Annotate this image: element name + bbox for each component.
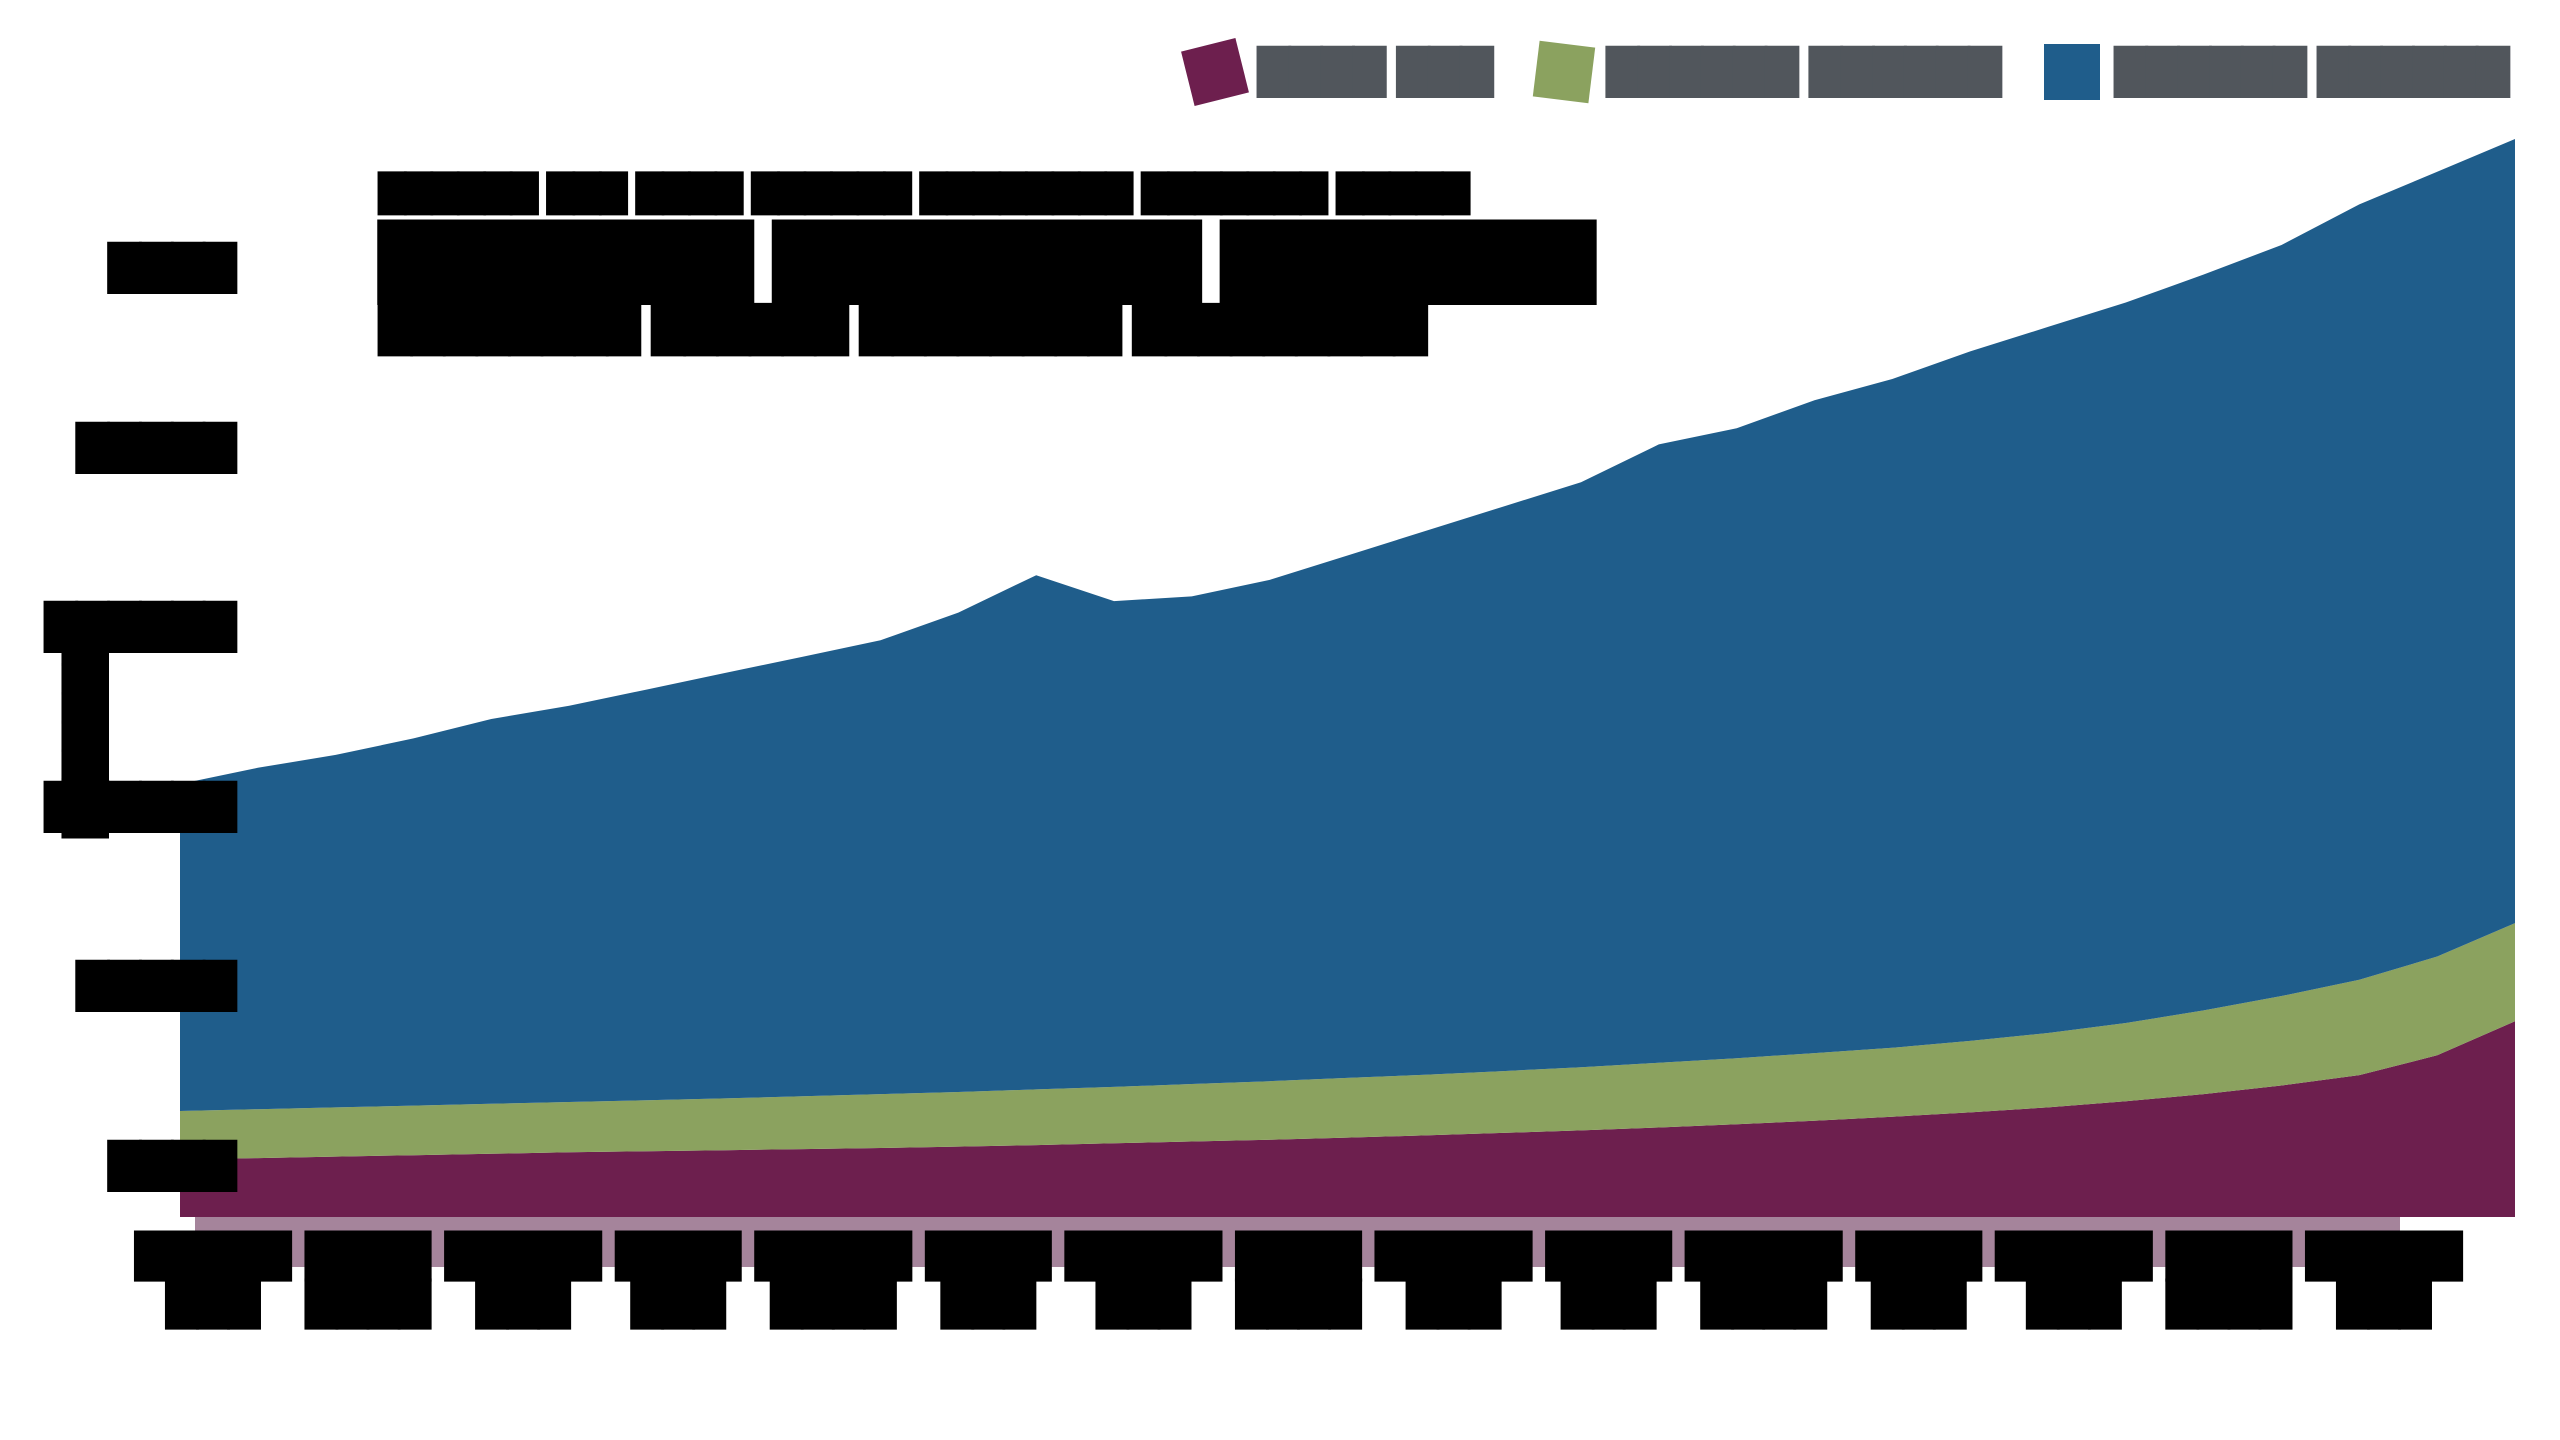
x-tick-line1: █████ [754, 1232, 912, 1282]
series-3-legend-label: ██████ ██████ [2113, 46, 2510, 98]
x-tick-line1: █████ [444, 1232, 601, 1282]
x-tick-label: ████ ███ [587, 1233, 767, 1329]
x-tick-label: ████ ███ [1518, 1233, 1698, 1329]
x-tick-line2: ███ [165, 1280, 260, 1331]
series-1-legend-label: ████ ███ [1257, 46, 1494, 98]
legend-item-series-1: ████ ███ [1181, 38, 1494, 106]
y-tick-label: █████ [75, 961, 237, 1012]
chart-subtitle: ████████ ██████ ████████ █████████ [378, 302, 1428, 356]
axis-footer-band [195, 1217, 2400, 1267]
x-tick-line2: ████ [770, 1280, 896, 1331]
y-tick-label: ████ [107, 1141, 237, 1192]
x-tick-line1: █████ [1374, 1232, 1532, 1282]
x-tick-line1: █████ [1685, 1232, 1842, 1282]
x-tick-line1: ████ [925, 1232, 1051, 1282]
x-tick-label: ████████ [1208, 1233, 1388, 1329]
area-series-2 [180, 923, 2515, 1160]
series-2-legend-label: ██████ ██████ [1605, 46, 2002, 98]
x-tick-label: ████████ [2293, 1233, 2473, 1329]
y-axis-title: ████████ [63, 607, 109, 839]
series-2-swatch-icon [1532, 40, 1596, 104]
x-tick-label: ████████ [1052, 1233, 1232, 1329]
x-tick-line1: █████ [2305, 1232, 2462, 1282]
x-tick-line2: ███ [940, 1280, 1036, 1331]
x-tick-label: ████ ███ [897, 1233, 1077, 1329]
y-tick-label: ██████ [43, 782, 237, 833]
legend: ████ ███ ██████ ██████ ██████ ██████ [1181, 38, 2510, 106]
legend-item-series-2: ██████ ██████ [1532, 40, 2002, 104]
series-1-swatch-icon [1181, 38, 1249, 106]
x-tick-line2: ███ [1095, 1280, 1191, 1331]
x-tick-line2: ███ [2026, 1280, 2121, 1331]
x-tick-line1: ████ [304, 1232, 431, 1282]
x-tick-label: ████████ [277, 1233, 457, 1329]
x-tick-line2: ███ [1405, 1280, 1501, 1331]
x-tick-line1: ████ [1545, 1232, 1672, 1282]
x-tick-line1: ████ [615, 1232, 741, 1282]
x-tick-line2: ███ [1561, 1280, 1656, 1331]
x-tick-label: ████████ [2138, 1233, 2318, 1329]
x-tick-label: ████████ [122, 1233, 302, 1329]
x-tick-line2: ███ [1871, 1280, 1966, 1331]
x-tick-line2: ███ [630, 1280, 726, 1331]
series-3-swatch-icon [2043, 44, 2100, 100]
chart-kicker: ██████ ███ ████ ██████ ████████ ███████ … [378, 172, 1470, 215]
x-tick-line2: ████ [1235, 1280, 1361, 1331]
x-tick-label: ████████ [432, 1233, 612, 1329]
x-tick-line2: ████ [1700, 1280, 1827, 1331]
x-tick-line1: █████ [1995, 1232, 2152, 1282]
area-series-3 [180, 139, 2515, 1111]
x-tick-line2: ███ [2336, 1280, 2431, 1331]
x-tick-label: ████████ [1983, 1233, 2163, 1329]
x-tick-line1: █████ [1064, 1232, 1222, 1282]
legend-item-series-3: ██████ ██████ [2043, 44, 2510, 100]
x-tick-line1: █████ [134, 1232, 291, 1282]
y-tick-label: █████ [75, 423, 237, 474]
x-tick-line2: ████ [2165, 1280, 2292, 1331]
x-tick-line2: ███ [475, 1280, 571, 1331]
area-series-1 [180, 1021, 2515, 1217]
x-tick-label: █████ ████ [742, 1233, 922, 1329]
y-tick-label: ██████ [43, 602, 237, 653]
x-tick-label: ████ ███ [1828, 1233, 2008, 1329]
x-tick-label: ████████ [1363, 1233, 1543, 1329]
x-tick-line1: ████ [1235, 1232, 1361, 1282]
chart-title-block: ██████ ███ ████ ██████ ████████ ███████ … [378, 172, 1596, 356]
x-tick-line2: ████ [304, 1280, 431, 1331]
y-tick-label: ████ [107, 243, 237, 294]
x-tick-label: █████ ████ [1673, 1233, 1853, 1329]
x-tick-line1: ████ [1855, 1232, 1982, 1282]
chart-title: ███████ ████████ ███████ [378, 219, 1596, 304]
x-tick-line1: ████ [2165, 1232, 2292, 1282]
